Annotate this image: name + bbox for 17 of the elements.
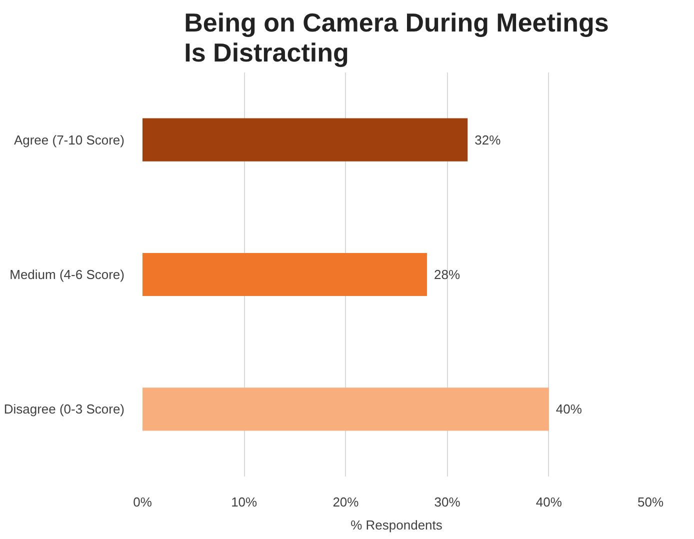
y-tick-label: Agree (7-10 Score) — [14, 132, 125, 148]
y-tick-label: Medium (4-6 Score) — [10, 267, 125, 282]
data-label: 40% — [556, 402, 582, 417]
bar — [142, 118, 468, 162]
x-axis-title: % Respondents — [350, 518, 443, 532]
x-tick-label: 40% — [536, 494, 562, 510]
data-label: 32% — [474, 132, 502, 148]
bar — [142, 252, 427, 296]
y-tick-label: Disagree (0-3 Score) — [4, 402, 124, 417]
x-tick-label: 50% — [637, 494, 664, 510]
bar — [142, 388, 549, 431]
x-tick-label: 10% — [231, 494, 258, 510]
data-label: 28% — [434, 267, 460, 282]
x-tick-label: 0% — [133, 494, 152, 510]
chart-title: Being on Camera During Meetings Is Distracting — [184, 8, 609, 68]
x-tick-label: 30% — [434, 494, 461, 510]
x-tick-label: 20% — [332, 494, 360, 510]
